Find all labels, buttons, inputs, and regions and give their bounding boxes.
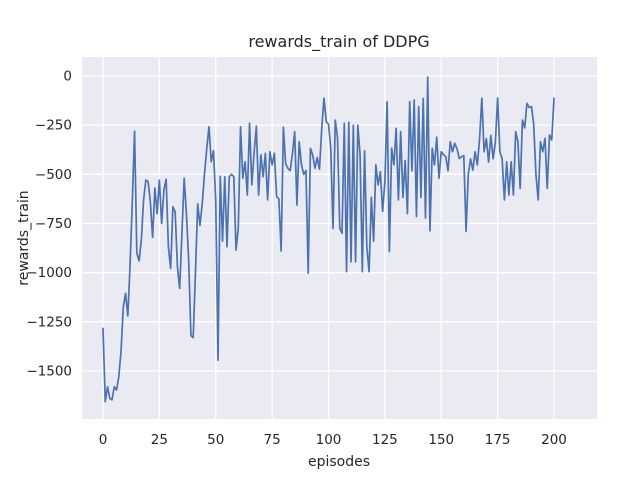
x-tick-label: 125 — [372, 432, 398, 448]
y-tick-label: 0 — [63, 69, 72, 85]
x-tick-label: 50 — [207, 432, 224, 448]
y-tick-label: −1000 — [26, 265, 72, 281]
chart-title: rewards_train of DDPG — [248, 32, 429, 52]
y-tick-label: −500 — [35, 167, 72, 183]
y-axis-label: rewards_train — [16, 190, 32, 285]
x-tick-label: 0 — [99, 432, 108, 448]
y-tick-label: −1500 — [26, 364, 72, 380]
x-tick-label: 200 — [541, 432, 567, 448]
x-tick-label: 150 — [428, 432, 454, 448]
x-tick-labels: 0 25 50 75 100 125 150 175 200 — [99, 432, 567, 448]
x-tick-label: 75 — [264, 432, 281, 448]
x-tick-label: 25 — [151, 432, 168, 448]
y-tick-labels: 0 −250 −500 −750 −1000 −1250 −1500 — [26, 69, 72, 380]
y-tick-label: −1250 — [26, 314, 72, 330]
x-tick-label: 100 — [316, 432, 342, 448]
reward-line — [102, 76, 555, 403]
x-axis-label: episodes — [308, 454, 370, 470]
x-tick-label: 175 — [485, 432, 511, 448]
y-tick-label: −250 — [35, 118, 72, 134]
y-tick-label: −750 — [35, 216, 72, 232]
